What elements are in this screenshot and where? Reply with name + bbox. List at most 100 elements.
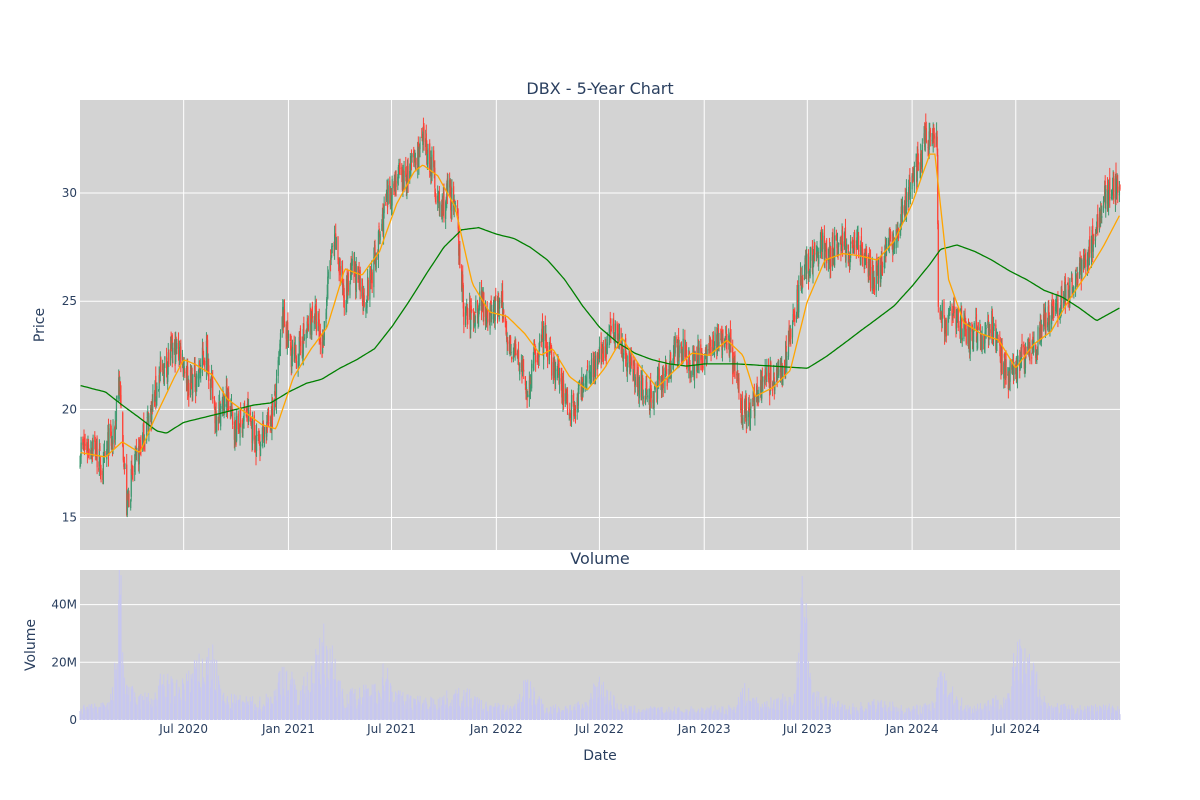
volume-bar [174,696,176,720]
candle-body [734,354,736,379]
volume-bar [385,678,387,720]
volume-bar [884,711,886,720]
volume-bar [226,698,228,720]
volume-bar [249,696,251,720]
volume-bar [897,711,899,720]
volume-bar [167,691,169,720]
candle-body [889,229,891,235]
volume-bar [621,708,623,720]
volume-bar [334,678,336,720]
volume-bar [645,710,647,720]
volume-bar [1072,714,1074,720]
candle-body [869,259,872,289]
volume-bar [957,700,959,720]
volume-bar [1101,709,1103,720]
candle-body [606,342,609,346]
volume-bar [880,700,882,720]
volume-x-tick-label: Jan 2023 [677,722,731,736]
volume-x-tick-label: Jul 2024 [990,722,1040,736]
volume-bar [656,714,658,720]
candle-body [267,408,270,421]
volume-bar [686,709,688,720]
volume-bar [750,701,752,720]
candle-body [131,469,133,475]
candle-body [606,343,608,354]
volume-bar [214,689,216,720]
volume-bar [590,697,592,720]
candle-body [877,257,880,283]
volume-bar [677,709,679,720]
volume-bar [347,707,349,720]
volume-bar [953,705,955,720]
candle-body [613,319,615,339]
volume-bar [1032,676,1034,720]
volume-bar [618,709,620,720]
candle-body [648,395,650,399]
candle-body [375,253,377,270]
candle-body [772,381,774,387]
candle-body [1016,357,1019,379]
volume-bar [199,682,201,720]
volume-bar [907,708,909,720]
candle-body [309,313,311,335]
candle-body [413,150,415,158]
candle-body [602,346,605,362]
candle-body [634,376,636,386]
candle-body [917,149,919,166]
volume-bar [996,700,998,720]
volume-bar [661,710,663,720]
candle-body [801,275,803,289]
volume-bar [959,710,961,720]
volume-bar [266,701,268,720]
volume-bar [84,708,86,720]
candle-body [516,353,519,357]
volume-bar [180,699,182,720]
candle-body [921,144,923,168]
candle-body [362,307,364,311]
volume-bar [867,702,869,720]
volume-bar [309,692,311,720]
volume-bar [1000,704,1002,720]
volume-bar [382,663,384,720]
candle-body [222,395,225,410]
candle-body [570,395,573,421]
candle-body [379,234,381,241]
candle-body [819,240,822,254]
volume-bar [585,702,587,720]
volume-bar [554,707,556,720]
candle-body [160,358,162,372]
candle-body [258,434,261,437]
volume-bar [1099,711,1101,720]
volume-bar [233,694,235,720]
candle-body [515,344,517,356]
candle-body [879,256,881,279]
volume-bar [271,703,273,720]
candle-body [1017,360,1019,362]
volume-bar [564,706,566,720]
volume-bar [1097,710,1099,720]
volume-bar [260,709,262,720]
volume-bar [928,709,930,720]
volume-bar [948,694,950,720]
volume-bar [242,700,244,720]
volume-bar [636,713,638,720]
volume-bar [704,713,706,720]
candle-body [431,154,433,177]
volume-bar [532,699,534,720]
volume-bar [1048,711,1050,720]
candle-body [952,315,954,318]
volume-bar [807,661,809,720]
candle-body [213,397,216,408]
candle-body [273,398,275,416]
volume-bar [234,703,236,720]
volume-bar [179,697,181,720]
volume-bar [861,706,863,720]
volume-bar [319,684,321,720]
volume-bar [638,709,640,720]
volume-bar [533,687,535,720]
volume-bar [512,706,514,720]
volume-bar [1087,707,1089,720]
candle-body [1097,214,1099,228]
volume-bar [381,699,383,720]
candle-body [458,223,460,256]
